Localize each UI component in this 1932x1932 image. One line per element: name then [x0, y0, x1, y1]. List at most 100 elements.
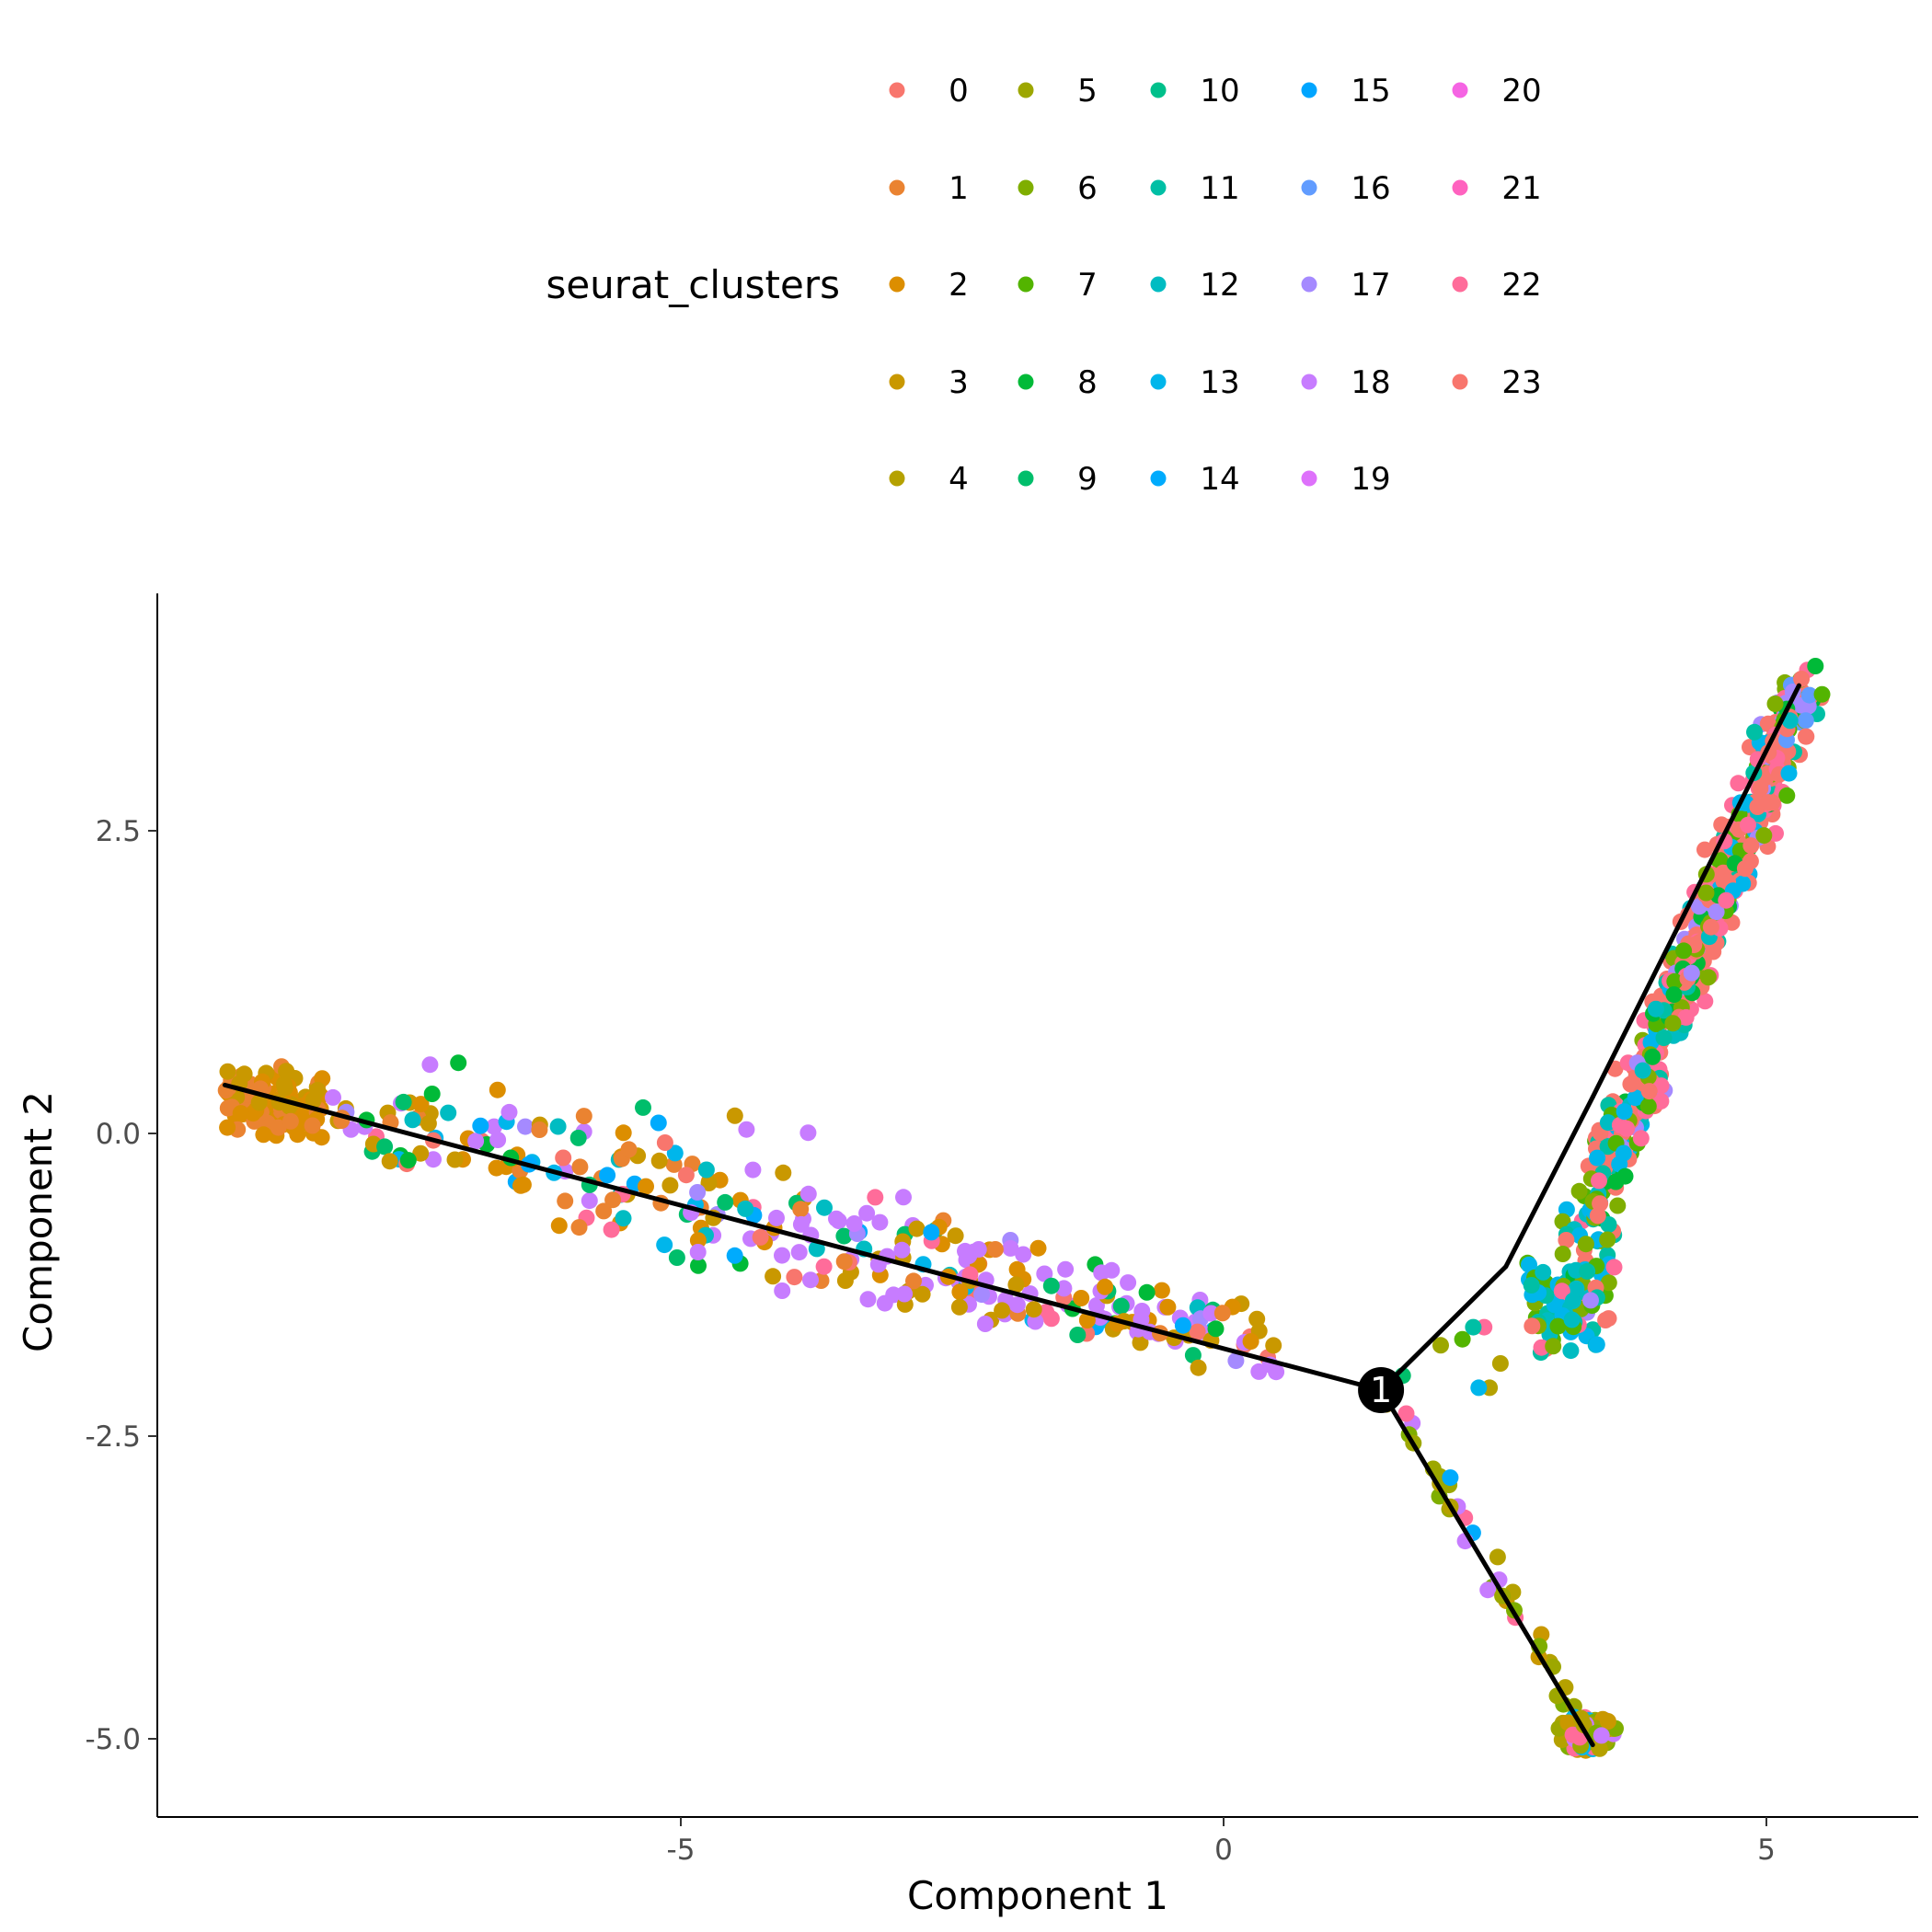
data-point: [1564, 1293, 1581, 1309]
data-point: [1570, 1182, 1588, 1200]
data-point: [440, 1104, 457, 1121]
data-point: [1174, 1317, 1191, 1334]
data-point: [1454, 1330, 1471, 1348]
legend-entry-7: 7: [1018, 267, 1098, 304]
data-point: [650, 1114, 667, 1132]
data-point: [472, 1117, 489, 1134]
legend-key-18: [1301, 374, 1317, 390]
y-axis-title: Component 2: [16, 1091, 61, 1352]
data-point: [1589, 1149, 1606, 1167]
x-tick-label: 0: [1214, 1834, 1233, 1867]
legend-key-19: [1301, 470, 1317, 487]
y-tick-label: 0.0: [96, 1118, 141, 1151]
legend-entry-18: 18: [1301, 364, 1391, 401]
data-point: [489, 1132, 507, 1148]
data-point: [802, 1271, 819, 1289]
legend-key-14: [1150, 470, 1167, 487]
data-point: [858, 1204, 876, 1222]
data-point: [1579, 1262, 1596, 1280]
data-point: [867, 1189, 884, 1206]
legend-key-8: [1018, 374, 1034, 390]
data-point: [1562, 1342, 1580, 1360]
legend-entry-9: 9: [1018, 461, 1098, 498]
legend-entry-1: 1: [889, 170, 969, 207]
legend-label-2: 2: [949, 267, 969, 304]
data-point: [1675, 942, 1693, 960]
data-point: [1491, 1355, 1509, 1372]
data-point: [668, 1249, 685, 1266]
data-point: [1002, 1239, 1019, 1257]
data-point: [1780, 765, 1798, 782]
data-point: [1265, 1337, 1282, 1354]
data-point: [1742, 853, 1759, 870]
data-point: [219, 1119, 236, 1136]
legend-entry-3: 3: [889, 364, 969, 401]
data-point: [1600, 1310, 1617, 1328]
branch-points: 1: [1358, 1366, 1405, 1413]
data-point: [677, 1167, 695, 1184]
legend-label-1: 1: [949, 170, 969, 207]
data-points: [217, 658, 1831, 1759]
data-point: [689, 1184, 707, 1201]
data-point: [960, 1248, 978, 1264]
data-point: [656, 1134, 673, 1151]
data-point: [1535, 1263, 1552, 1281]
x-tick-label: -5: [667, 1834, 696, 1867]
data-point: [1666, 972, 1684, 990]
data-point: [828, 1210, 845, 1227]
data-point: [1600, 1274, 1617, 1292]
data-point: [467, 1133, 485, 1150]
data-point: [923, 1224, 940, 1241]
data-point: [799, 1124, 817, 1142]
data-point: [1591, 1172, 1607, 1190]
data-point: [1647, 1000, 1664, 1018]
data-point: [835, 1227, 853, 1245]
trajectory-segment: [1378, 1387, 1595, 1748]
data-point: [500, 1103, 518, 1121]
legend-label-0: 0: [949, 73, 969, 109]
data-point: [1213, 1305, 1231, 1322]
data-point: [255, 1126, 272, 1144]
legend-label-21: 21: [1501, 170, 1541, 207]
data-point: [550, 1217, 568, 1235]
data-point: [1027, 1313, 1044, 1330]
data-point: [1549, 1317, 1567, 1335]
data-point: [1705, 943, 1722, 960]
data-point: [1207, 1320, 1225, 1338]
legend-label-13: 13: [1200, 364, 1239, 401]
legend-label-22: 22: [1501, 267, 1541, 304]
data-point: [1523, 1277, 1540, 1294]
data-point: [689, 1232, 707, 1249]
legend-key-5: [1018, 82, 1034, 98]
data-point: [1755, 827, 1773, 845]
legend-key-6: [1018, 179, 1034, 196]
data-point: [973, 1286, 991, 1304]
data-point: [423, 1086, 441, 1102]
legend-label-3: 3: [949, 364, 969, 401]
legend-key-4: [889, 470, 905, 487]
data-point: [738, 1121, 755, 1138]
data-point: [1470, 1379, 1488, 1397]
data-point: [1582, 1292, 1599, 1309]
axes: -5 0 5 -5.0 -2.5 0.0 2.5 Component 1 Componen…: [16, 593, 1918, 1918]
data-point: [595, 1202, 613, 1220]
data-point: [1696, 841, 1713, 858]
data-point: [1465, 1318, 1482, 1336]
data-point: [555, 1149, 572, 1167]
data-point: [1797, 712, 1814, 730]
data-point: [1563, 1311, 1581, 1328]
data-point: [549, 1118, 567, 1135]
data-point: [486, 1118, 503, 1135]
data-point: [1554, 1246, 1571, 1262]
x-axis-title: Component 1: [907, 1873, 1168, 1918]
legend-label-18: 18: [1351, 364, 1390, 401]
data-point: [1042, 1277, 1060, 1294]
legend-label-8: 8: [1077, 364, 1098, 401]
data-point: [1759, 794, 1777, 811]
data-point: [737, 1200, 754, 1217]
data-point: [1138, 1283, 1156, 1301]
plot-area: 1: [217, 658, 1831, 1759]
data-point: [871, 1213, 889, 1231]
